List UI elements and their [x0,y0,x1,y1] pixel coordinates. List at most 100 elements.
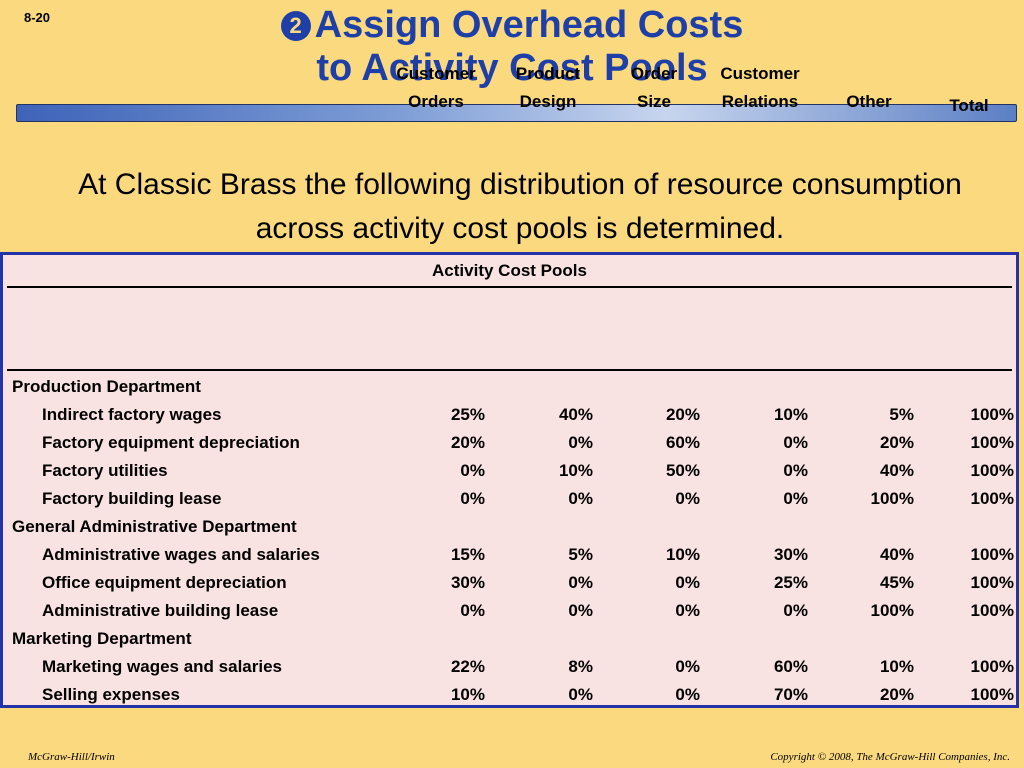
cell-value: 22% [450,657,485,676]
numbered-bullet-icon: 2 [280,11,311,41]
row-label: Office equipment depreciation [42,573,287,592]
cell-value: 10% [558,461,593,480]
cell-value: 0% [460,601,485,620]
cell-value: 60% [773,657,808,676]
footer-copyright: Copyright © 2008, The McGraw-Hill Compan… [770,751,1010,763]
cell-value: 100% [870,489,914,508]
cell-value: 10% [450,685,485,704]
cell-value: 45% [879,573,914,592]
section-label: Marketing Department [12,629,192,648]
cell-value: 0% [675,657,700,676]
cell-value: 0% [783,601,808,620]
cell-value: 20% [450,433,485,452]
cell-value: 0% [783,489,808,508]
footer-publisher: McGraw-Hill/Irwin [28,751,115,763]
table-row: Administrative building lease 0% 0% 0% 0% 100… [3,597,1016,625]
cell-value: 0% [568,601,593,620]
column-header-3-line2: Size [636,92,672,111]
cell-value: 0% [675,601,700,620]
cell-value: 8% [568,657,593,676]
cell-value: 5% [889,405,914,424]
cell-value: 40% [879,545,914,564]
activity-cost-pools-table: Activity Cost Pools Customer Orders Produc… [0,64,1019,709]
cell-value: 10% [773,405,808,424]
cell-value: 100% [970,685,1014,704]
section-label: General Administrative Department [12,517,297,536]
cell-value: 100% [970,573,1014,592]
cell-value: 0% [568,573,593,592]
row-label: Indirect factory wages [42,405,222,424]
cell-value: 0% [675,489,700,508]
cell-value: 25% [450,405,485,424]
section-label: Production Department [12,377,201,396]
column-header-4-line2: Relations [721,92,799,111]
row-label: Selling expenses [42,685,180,704]
cell-value: 100% [970,433,1014,452]
intro-text: At Classic Brass the following distribut… [78,168,962,245]
row-label: Factory building lease [42,489,222,508]
cell-value: 30% [773,545,808,564]
cell-value: 20% [879,433,914,452]
header-rule-top [7,286,1012,288]
cell-value: 0% [568,685,593,704]
cell-value: 100% [970,601,1014,620]
cell-value: 0% [568,433,593,452]
cell-value: 30% [450,573,485,592]
column-header-1-line1: Customer [396,64,476,83]
row-label: Factory utilities [42,461,168,480]
table-row: Indirect factory wages 25% 40% 20% 10% 5% 100% [3,401,1016,429]
row-label: Administrative wages and salaries [42,545,320,564]
cell-value: 100% [970,545,1014,564]
cell-value: 100% [870,601,914,620]
column-header-3-line1: Order [630,64,678,83]
section-row: Marketing Department [3,625,1016,653]
cell-value: 50% [665,461,700,480]
title-line-2: to Activity Cost Pools [316,47,708,89]
cell-value: 100% [970,657,1014,676]
column-header-5-line2: Other [846,92,892,111]
cell-value: 10% [665,545,700,564]
table-row: Marketing wages and salaries 22% 8% 0% 60% 10… [3,653,1016,681]
cell-value: 100% [970,489,1014,508]
table-row: Factory equipment depreciation 20% 0% 60% 0%… [3,429,1016,457]
cell-value: 0% [675,685,700,704]
column-header-2-line1: Product [515,64,581,83]
row-label: Administrative building lease [42,601,279,620]
column-header-4-line1: Customer [720,64,800,83]
column-header-6-line2: Total [949,96,989,115]
cell-value: 0% [460,461,485,480]
slide-number: 8-20 [24,10,51,25]
row-label: Marketing wages and salaries [42,657,282,676]
cell-value: 100% [970,405,1014,424]
cell-value: 70% [773,685,808,704]
cell-value: 0% [460,489,485,508]
row-label: Factory equipment depreciation [42,433,300,452]
slide-title: 2 Assign Overhead Costs to Activity Cost … [0,4,1024,90]
cell-value: 0% [783,461,808,480]
section-row: General Administrative Department [3,513,1016,541]
table-header-title: Activity Cost Pools [432,261,587,280]
table-row: Selling expenses 10% 0% 0% 70% 20% 100% [3,681,1016,709]
cell-value: 0% [568,489,593,508]
cell-value: 40% [879,461,914,480]
column-header-2-line2: Design [519,92,577,111]
cell-value: 10% [879,657,914,676]
cell-value: 20% [665,405,700,424]
section-row: Production Department [3,373,1016,401]
cell-value: 25% [773,573,808,592]
cell-value: 0% [783,433,808,452]
cell-value: 20% [879,685,914,704]
cell-value: 15% [450,545,485,564]
table-row: Administrative wages and salaries 15% 5% 10… [3,541,1016,569]
cell-value: 100% [970,461,1014,480]
cell-value: 40% [558,405,593,424]
table-row: Factory building lease 0% 0% 0% 0% 100% 100% [3,485,1016,513]
cell-value: 60% [665,433,700,452]
title-line-1: Assign Overhead Costs [314,4,744,46]
column-header-1-line2: Orders [408,92,464,111]
cell-value: 0% [675,573,700,592]
title-divider-bar [16,104,1017,122]
table-row: Office equipment depreciation 30% 0% 0% 25% 4… [3,569,1016,597]
table-row: Factory utilities 0% 10% 50% 0% 40% 100% [3,457,1016,485]
header-rule-bottom [7,369,1012,371]
